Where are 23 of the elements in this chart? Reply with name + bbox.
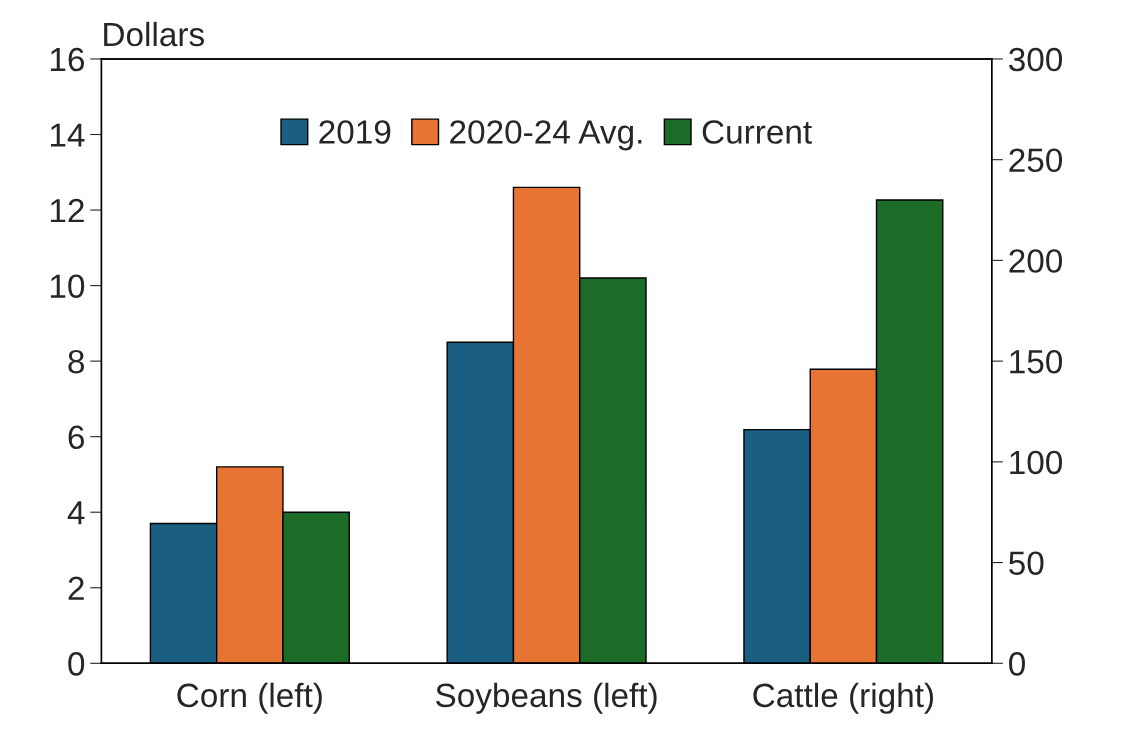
x-tick-label: Soybeans (left) [436, 682, 657, 714]
legend-label: Current [702, 120, 812, 144]
legend-label: 2020-24 Avg. [450, 120, 642, 151]
y2-tick-label: 50 [1009, 551, 1044, 575]
x-tick-label: Corn (left) [177, 682, 322, 714]
y2-tick-label: 0 [1009, 652, 1025, 676]
y-tick-label: 0 [68, 652, 85, 676]
y2-tick-label: 300 [1009, 47, 1063, 72]
y-tick-label: 16 [50, 47, 84, 72]
y-tick-label: 4 [67, 501, 85, 525]
y-tick-label: 6 [68, 425, 84, 450]
y-tick-label: 14 [50, 123, 85, 147]
y2-tick-label: 150 [1010, 349, 1063, 374]
y-tick-label: 12 [50, 198, 84, 223]
y-tick-label: 8 [68, 349, 85, 374]
y-axis-title: Dollars [104, 21, 204, 47]
y-tick-label: 2 [68, 576, 84, 600]
y2-tick-label: 100 [1010, 450, 1063, 475]
x-tick-label: Cattle (right) [753, 682, 933, 714]
y2-tick-label: 250 [1009, 148, 1063, 173]
legend-label: 2019 [319, 120, 391, 144]
y2-tick-label: 200 [1009, 249, 1063, 273]
y-tick-label: 10 [50, 274, 85, 298]
